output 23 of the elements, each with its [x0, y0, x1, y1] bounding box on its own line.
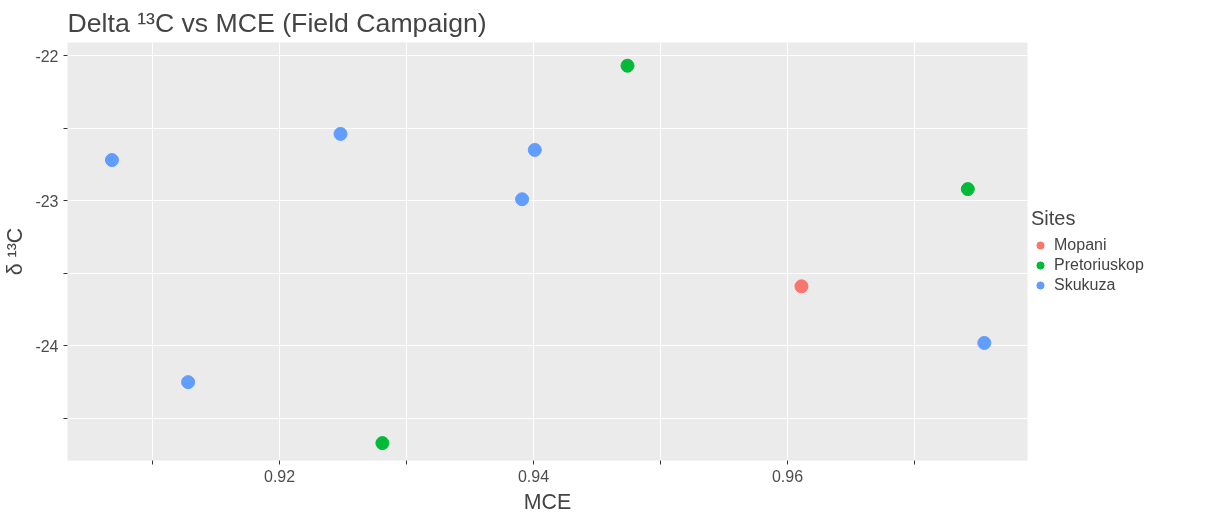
x-tick-label: 0.92 [263, 467, 296, 485]
point [794, 279, 809, 294]
y-tick-label: -24 [35, 337, 59, 355]
point [181, 375, 196, 390]
y-tick-label: -23 [35, 192, 59, 210]
x-tick-label: 0.96 [771, 467, 804, 485]
legend-title: Sites [1031, 207, 1077, 230]
legend-label: Mopani [1054, 236, 1107, 254]
point [104, 153, 119, 168]
legend-label: Skukuza [1054, 276, 1116, 294]
point [375, 436, 390, 451]
y-tick-label: -22 [35, 47, 59, 65]
legend-label: Pretoriuskop [1054, 256, 1144, 274]
point [620, 58, 635, 73]
point [333, 126, 348, 141]
point [960, 182, 975, 197]
point [515, 192, 530, 207]
point [977, 335, 992, 350]
x-tick-label: 0.94 [517, 467, 550, 485]
y-axis-title: δ ¹³C [3, 227, 28, 276]
point [527, 142, 542, 157]
x-axis-title: MCE [523, 489, 572, 514]
chart-title: Delta ¹³C vs MCE (Field Campaign) [67, 7, 487, 38]
